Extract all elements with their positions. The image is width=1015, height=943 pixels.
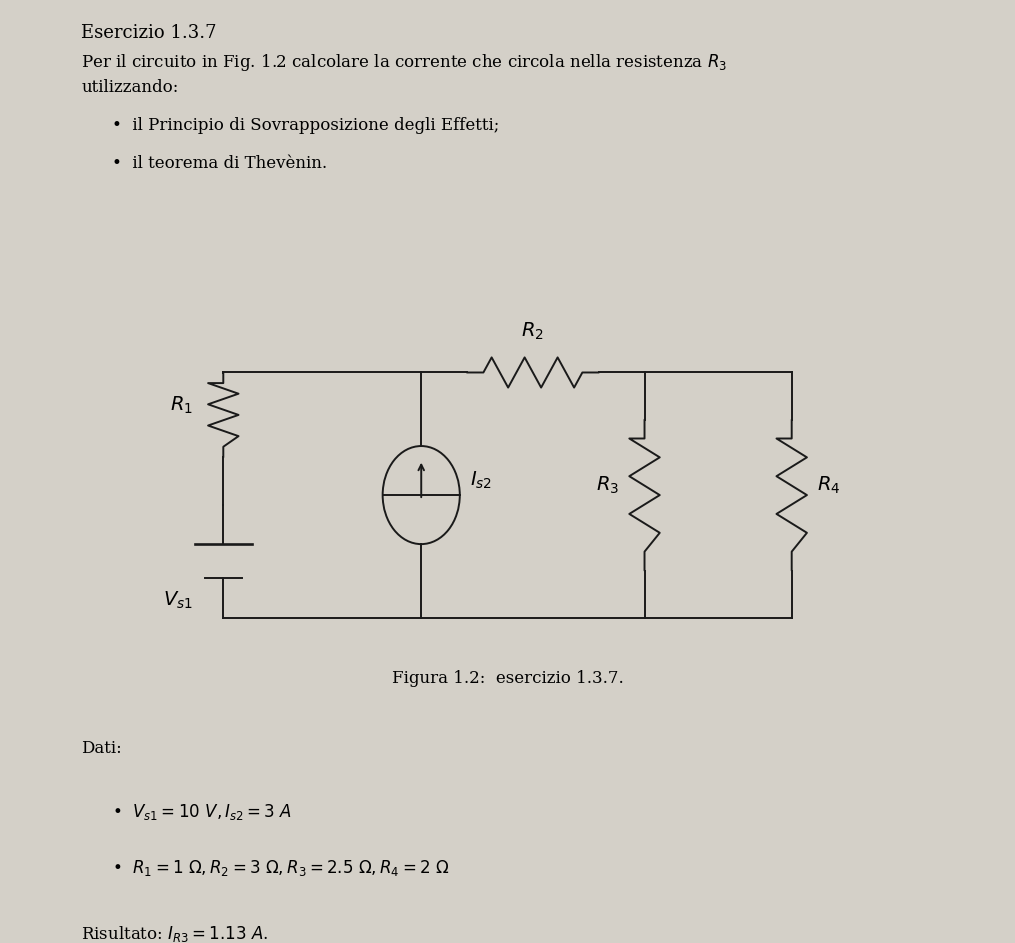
Text: $R_4$: $R_4$: [817, 475, 840, 496]
Text: •  $V_{s1} = 10\ V, I_{s2} = 3\ A$: • $V_{s1} = 10\ V, I_{s2} = 3\ A$: [112, 802, 291, 821]
Text: $I_{s2}$: $I_{s2}$: [470, 470, 492, 491]
Text: utilizzando:: utilizzando:: [81, 79, 179, 96]
Text: $R_2$: $R_2$: [522, 321, 544, 342]
Text: $R_3$: $R_3$: [596, 475, 619, 496]
Text: •  il teorema di Thevènin.: • il teorema di Thevènin.: [112, 155, 327, 172]
Text: $R_1$: $R_1$: [170, 395, 193, 416]
Text: Dati:: Dati:: [81, 740, 122, 757]
Text: Per il circuito in Fig. 1.2 calcolare la corrente che circola nella resistenza $: Per il circuito in Fig. 1.2 calcolare la…: [81, 52, 728, 73]
Text: $V_{s1}$: $V_{s1}$: [163, 589, 193, 611]
Text: •  $R_1 = 1\ \Omega, R_2 = 3\ \Omega, R_3 = 2.5\ \Omega, R_4 = 2\ \Omega$: • $R_1 = 1\ \Omega, R_2 = 3\ \Omega, R_3…: [112, 858, 449, 878]
Text: •  il Principio di Sovrapposizione degli Effetti;: • il Principio di Sovrapposizione degli …: [112, 117, 499, 134]
Text: Risultato: $I_{R3} = 1.13\ A$.: Risultato: $I_{R3} = 1.13\ A$.: [81, 924, 269, 943]
Text: Esercizio 1.3.7: Esercizio 1.3.7: [81, 24, 216, 41]
Text: Figura 1.2:  esercizio 1.3.7.: Figura 1.2: esercizio 1.3.7.: [392, 670, 623, 687]
